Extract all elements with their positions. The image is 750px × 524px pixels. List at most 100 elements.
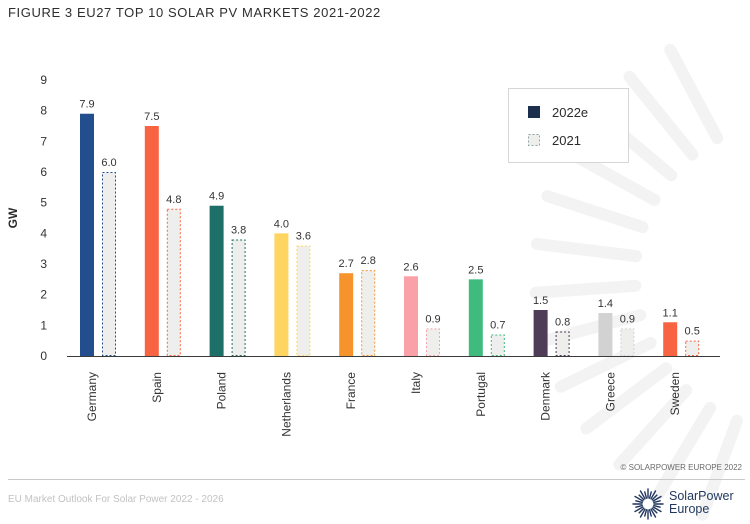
- x-tick-label-greece: Greece: [603, 372, 617, 412]
- bar-2022e-sweden: [663, 322, 678, 356]
- sunburst-ray: [580, 362, 673, 435]
- sunburst-ray: [541, 190, 649, 234]
- logo-ray: [635, 504, 643, 508]
- x-tick-label-france: France: [344, 372, 358, 410]
- y-tick-label: 0: [40, 349, 47, 363]
- bar-2022e-germany: [80, 113, 94, 356]
- chart-bars: 7.9 6.0 Germany 7.5 4.8 Spain 4.9 3.8 Poland 4.0 3…: [79, 99, 699, 437]
- figure-title: FIGURE 3 EU27 TOP 10 SOLAR PV MARKETS 20…: [8, 5, 381, 20]
- data-label-2021-poland: 3.8: [231, 224, 246, 236]
- bar-2021-italy: [426, 328, 440, 356]
- x-tick-label-denmark: Denmark: [539, 371, 553, 421]
- data-label-2021-spain: 4.8: [166, 194, 181, 206]
- data-label-2022e-portugal: 2.5: [468, 264, 483, 276]
- data-label-2022e-denmark: 1.5: [533, 295, 548, 307]
- sunburst-ray: [623, 70, 699, 161]
- data-label-2021-france: 2.8: [361, 255, 376, 267]
- y-tick-label: 5: [40, 196, 47, 210]
- logo-ray: [639, 490, 646, 500]
- sunburst-ray: [613, 384, 693, 471]
- y-tick-label: 2: [40, 288, 47, 302]
- y-tick-label: 9: [40, 73, 47, 87]
- logo-text-line1: SolarPower: [669, 489, 734, 503]
- footer-source-text: EU Market Outlook For Solar Power 2022 -…: [8, 494, 224, 505]
- legend-swatch-2021: [528, 134, 540, 146]
- bar-2021-greece: [620, 328, 635, 356]
- logo-text: SolarPower Europe: [669, 490, 749, 516]
- legend-label-2021: 2021: [552, 133, 581, 148]
- legend-box: [508, 88, 629, 163]
- y-axis-label: GW: [6, 207, 20, 228]
- data-label-2021-italy: 0.9: [425, 313, 440, 325]
- y-tick-label: 7: [40, 134, 47, 148]
- bar-2021-france: [361, 270, 376, 356]
- legend-swatch-2022e: [528, 106, 540, 118]
- logo-ray: [644, 509, 648, 517]
- logo-text-line2: Europe: [669, 502, 710, 516]
- bar-2022e-netherlands: [274, 233, 289, 356]
- data-label-2022e-sweden: 1.1: [663, 307, 678, 319]
- logo-ray: [635, 500, 643, 504]
- x-tick-label-netherlands: Netherlands: [279, 372, 293, 437]
- bar-2022e-italy: [404, 276, 418, 356]
- bar-2022e-portugal: [468, 279, 483, 356]
- data-label-2022e-germany: 7.9: [79, 99, 94, 111]
- logo-ray: [648, 509, 652, 517]
- data-label-2022e-spain: 7.5: [144, 111, 159, 123]
- data-label-2021-germany: 6.0: [101, 157, 116, 169]
- bar-2021-germany: [102, 172, 116, 356]
- logo-ray: [650, 508, 657, 518]
- data-label-2021-netherlands: 3.6: [296, 231, 311, 243]
- sunburst-ray: [554, 336, 657, 393]
- sunburst-ray: [530, 237, 643, 263]
- bar-2022e-poland: [209, 205, 224, 356]
- x-tick-label-italy: Italy: [409, 372, 423, 394]
- logo-ray: [634, 495, 644, 502]
- bar-2021-sweden: [685, 340, 700, 356]
- x-tick-label-spain: Spain: [150, 372, 164, 403]
- x-tick-label-portugal: Portugal: [474, 372, 488, 417]
- logo-ray: [652, 506, 662, 513]
- solarpower-europe-logo: SolarPower Europe: [631, 486, 747, 522]
- legend-label-2022e: 2022e: [552, 105, 588, 120]
- bar-2022e-greece: [598, 313, 613, 356]
- logo-ray: [652, 495, 662, 502]
- x-tick-label-poland: Poland: [215, 372, 229, 409]
- y-tick-label: 8: [40, 104, 47, 118]
- bar-2022e-france: [339, 273, 354, 356]
- footer-divider: [8, 479, 745, 480]
- y-tick-label: 3: [40, 257, 47, 271]
- y-tick-label: 4: [40, 226, 47, 240]
- logo-ray: [638, 494, 645, 501]
- data-label-2022e-netherlands: 4.0: [274, 218, 289, 230]
- logo-ray: [653, 500, 661, 504]
- bar-2021-poland: [231, 239, 246, 356]
- copyright-notice: © SOLARPOWER EUROPE 2022: [620, 463, 743, 472]
- logo-ray: [650, 490, 657, 500]
- data-label-2021-portugal: 0.7: [490, 320, 505, 332]
- logo-ray: [651, 507, 658, 514]
- data-label-2021-greece: 0.9: [620, 313, 635, 325]
- sunburst-ray: [529, 279, 642, 299]
- data-label-2022e-italy: 2.6: [403, 261, 418, 273]
- bar-2022e-denmark: [533, 310, 548, 356]
- y-tick-label: 6: [40, 165, 47, 179]
- bar-2021-spain: [166, 208, 181, 356]
- bar-2021-portugal: [490, 334, 505, 356]
- data-label-2022e-greece: 1.4: [598, 298, 613, 310]
- chart-axes: 0 1 2 3 4 5 6 7 8 9 GW: [6, 73, 720, 363]
- data-label-2021-denmark: 0.8: [555, 316, 570, 328]
- data-label-2021-sweden: 0.5: [685, 326, 700, 338]
- x-tick-label-sweden: Sweden: [668, 372, 682, 415]
- logo-ray: [648, 491, 652, 499]
- x-tick-label-germany: Germany: [85, 372, 99, 421]
- data-label-2022e-poland: 4.9: [209, 191, 224, 203]
- logo-ray: [644, 491, 648, 499]
- logo-ray: [639, 508, 646, 518]
- sunburst-logo-icon: [632, 488, 664, 520]
- logo-ray: [653, 504, 661, 508]
- logo-ray: [634, 506, 644, 513]
- chart-legend: 2022e 2021: [508, 88, 629, 163]
